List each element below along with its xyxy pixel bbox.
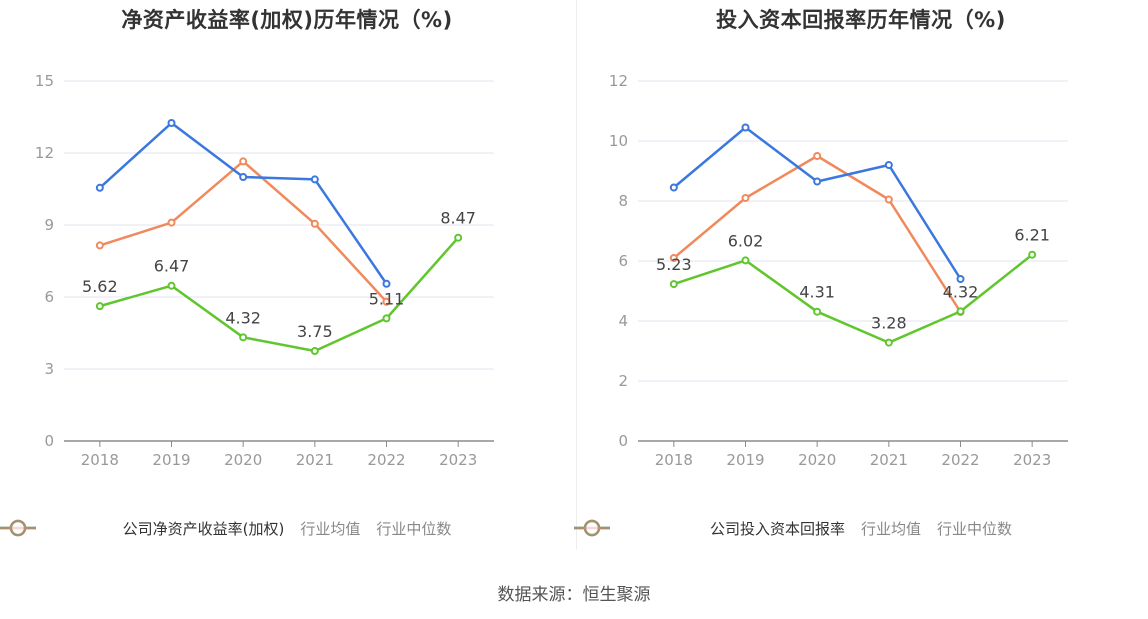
chart-svg: 0 2 4 6 8 10 12 2018 2019 2020 2021 2022 2023 5.23 6.0… <box>609 72 1068 469</box>
y-tick-label: 12 <box>609 72 628 90</box>
data-label: 4.32 <box>225 308 261 327</box>
legend-label: 公司投入资本回报率 <box>709 520 845 538</box>
data-point-company <box>669 280 678 289</box>
y-tick-label: 6 <box>618 252 628 270</box>
x-tick-label: 2020 <box>798 451 836 469</box>
y-tick-label: 9 <box>44 216 54 234</box>
y-tick-label: 6 <box>44 288 54 306</box>
data-point-company <box>239 333 248 342</box>
y-tick-label: 15 <box>35 72 54 90</box>
legend-label: 行业均值 <box>860 520 921 538</box>
legend-line-circle-icon <box>0 519 36 537</box>
data-point-industry_median <box>167 218 176 227</box>
data-point-industry_avg <box>382 279 391 288</box>
data-point-industry_avg <box>884 161 893 169</box>
data-point-industry_avg <box>310 175 319 184</box>
x-tick-label: 2020 <box>224 451 262 469</box>
x-tick-label: 2018 <box>655 451 693 469</box>
x-tick-label: 2022 <box>367 451 405 469</box>
legend-item-company[interactable]: 公司投入资本回报率 <box>574 518 845 539</box>
data-point-industry_median <box>310 219 319 228</box>
data-label: 4.31 <box>799 283 835 302</box>
legend-item-industry_avg[interactable]: 行业均值 <box>574 518 921 539</box>
data-point-industry_median <box>813 152 822 160</box>
chart-title: 净资产收益率(加权)历年情况（%) <box>121 8 453 32</box>
data-point-company <box>454 233 463 242</box>
data-point-industry_median <box>884 195 893 204</box>
x-tick-label: 2022 <box>941 451 979 469</box>
legend-label: 行业均值 <box>300 520 361 538</box>
legend-item-industry_median[interactable]: 行业中位数 <box>574 518 1013 539</box>
chart-legend: 公司净资产收益率(加权) 行业均值 行业中位数 <box>0 518 574 539</box>
x-tick-label: 2018 <box>81 451 119 469</box>
chart-panel-roic: 投入资本回报率历年情况（%) 0 2 4 6 8 10 12 2018 2019 2020 2021… <box>574 0 1148 560</box>
x-tick-label: 2023 <box>439 451 477 469</box>
legend-item-industry_median[interactable]: 行业中位数 <box>0 518 452 539</box>
x-tick-label: 2023 <box>1013 451 1051 469</box>
data-point-company <box>956 307 965 316</box>
data-label: 3.28 <box>871 314 907 333</box>
data-point-industry_median <box>239 157 248 166</box>
data-label: 3.75 <box>297 322 333 341</box>
y-tick-label: 12 <box>35 144 54 162</box>
legend-label: 公司净资产收益率(加权) <box>122 520 285 538</box>
series-line-industry_median <box>99 160 388 303</box>
data-point-industry_median <box>669 254 678 262</box>
y-tick-label: 2 <box>618 372 628 390</box>
data-label: 4.32 <box>943 282 979 301</box>
data-point-company <box>167 281 176 290</box>
data-point-company <box>741 256 750 265</box>
series-line-industry_avg <box>673 126 962 280</box>
data-point-company <box>95 302 104 311</box>
data-point-company <box>884 338 893 347</box>
data-point-industry_avg <box>167 119 176 127</box>
y-tick-label: 0 <box>618 432 628 450</box>
data-point-industry_avg <box>956 275 965 283</box>
data-point-company <box>813 307 822 316</box>
data-point-industry_avg <box>95 183 104 192</box>
data-point-industry_avg <box>239 173 248 181</box>
legend-line-circle-icon <box>574 519 610 537</box>
x-tick-label: 2019 <box>152 451 190 469</box>
data-label: 6.21 <box>1014 226 1050 245</box>
data-point-company <box>310 347 319 355</box>
chart-title: 投入资本回报率历年情况（%) <box>716 8 1006 32</box>
data-label: 6.47 <box>154 257 190 276</box>
data-point-industry_avg <box>741 123 750 132</box>
data-point-industry_avg <box>669 183 678 192</box>
x-tick-label: 2021 <box>296 451 334 469</box>
chart-svg: 0 3 6 9 12 15 2018 2019 2020 2021 2022 2023 5.62 6.47… <box>35 72 494 469</box>
data-label: 6.02 <box>728 231 764 250</box>
data-label: 5.11 <box>369 289 405 308</box>
series-line-company <box>99 236 460 353</box>
chart-panel-roe: 净资产收益率(加权)历年情况（%) 0 3 6 9 12 15 2018 2019 2020 20… <box>0 0 574 560</box>
data-label: 8.47 <box>440 209 476 228</box>
data-point-industry_median <box>382 297 391 306</box>
data-point-company <box>382 314 391 323</box>
legend-item-company[interactable]: 公司净资产收益率(加权) <box>0 518 285 539</box>
legend-item-industry_avg[interactable]: 行业均值 <box>0 518 361 539</box>
y-tick-label: 0 <box>44 432 54 450</box>
data-source-note: 数据来源：恒生聚源 <box>497 585 651 605</box>
data-point-industry_avg <box>813 177 822 186</box>
chart-legend: 公司投入资本回报率 行业均值 行业中位数 <box>574 518 1148 539</box>
legend-label: 行业中位数 <box>937 520 1013 538</box>
y-tick-label: 10 <box>609 132 628 150</box>
y-tick-label: 4 <box>618 312 628 330</box>
data-label: 5.62 <box>82 277 118 296</box>
data-point-company <box>1028 250 1037 259</box>
x-tick-label: 2019 <box>726 451 764 469</box>
data-label: 5.23 <box>656 255 692 274</box>
series-line-company <box>673 253 1033 344</box>
data-point-industry_median <box>95 241 104 250</box>
legend-label: 行业中位数 <box>376 520 452 538</box>
y-tick-label: 8 <box>618 192 628 210</box>
series-line-industry_avg <box>98 121 388 285</box>
data-point-industry_median <box>741 194 750 202</box>
x-tick-label: 2021 <box>870 451 908 469</box>
panel-divider <box>576 0 577 550</box>
y-tick-label: 3 <box>44 360 54 378</box>
